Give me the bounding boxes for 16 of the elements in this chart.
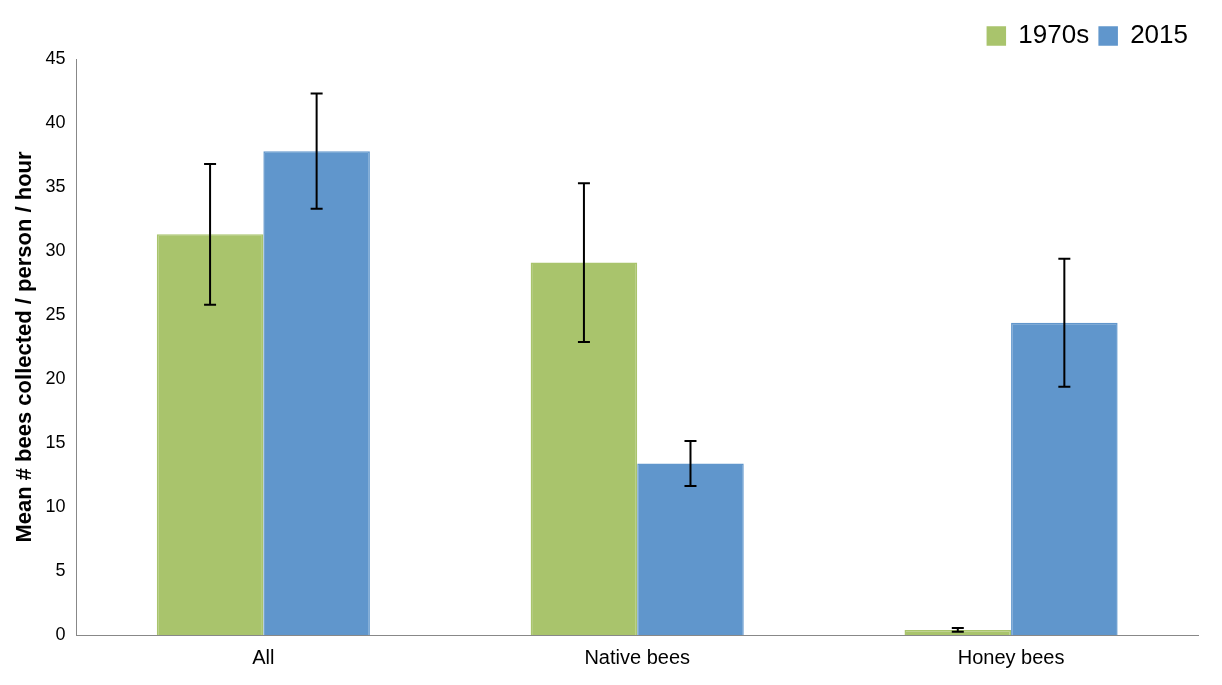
y-tick-label: 10 xyxy=(45,495,66,516)
y-tick-label: 40 xyxy=(45,111,66,132)
y-tick-label: 45 xyxy=(45,47,66,68)
y-tick-label: 5 xyxy=(55,559,66,580)
y-tick-label: 35 xyxy=(45,175,66,196)
y-tick-label: 20 xyxy=(45,367,66,388)
y-axis-title: Mean # bees collected / person / hour xyxy=(11,150,37,543)
y-tick-label: 0 xyxy=(55,623,66,644)
y-tick-label: 25 xyxy=(45,303,66,324)
x-tick-label: Honey bees xyxy=(957,645,1065,668)
x-tick-label: All xyxy=(252,645,275,668)
x-tick-label: Native bees xyxy=(584,645,691,668)
y-tick-label: 15 xyxy=(45,431,66,452)
legend-label: 2015 xyxy=(1130,19,1188,50)
legend-label: 1970s xyxy=(1018,19,1090,50)
y-tick-label: 30 xyxy=(45,239,66,260)
